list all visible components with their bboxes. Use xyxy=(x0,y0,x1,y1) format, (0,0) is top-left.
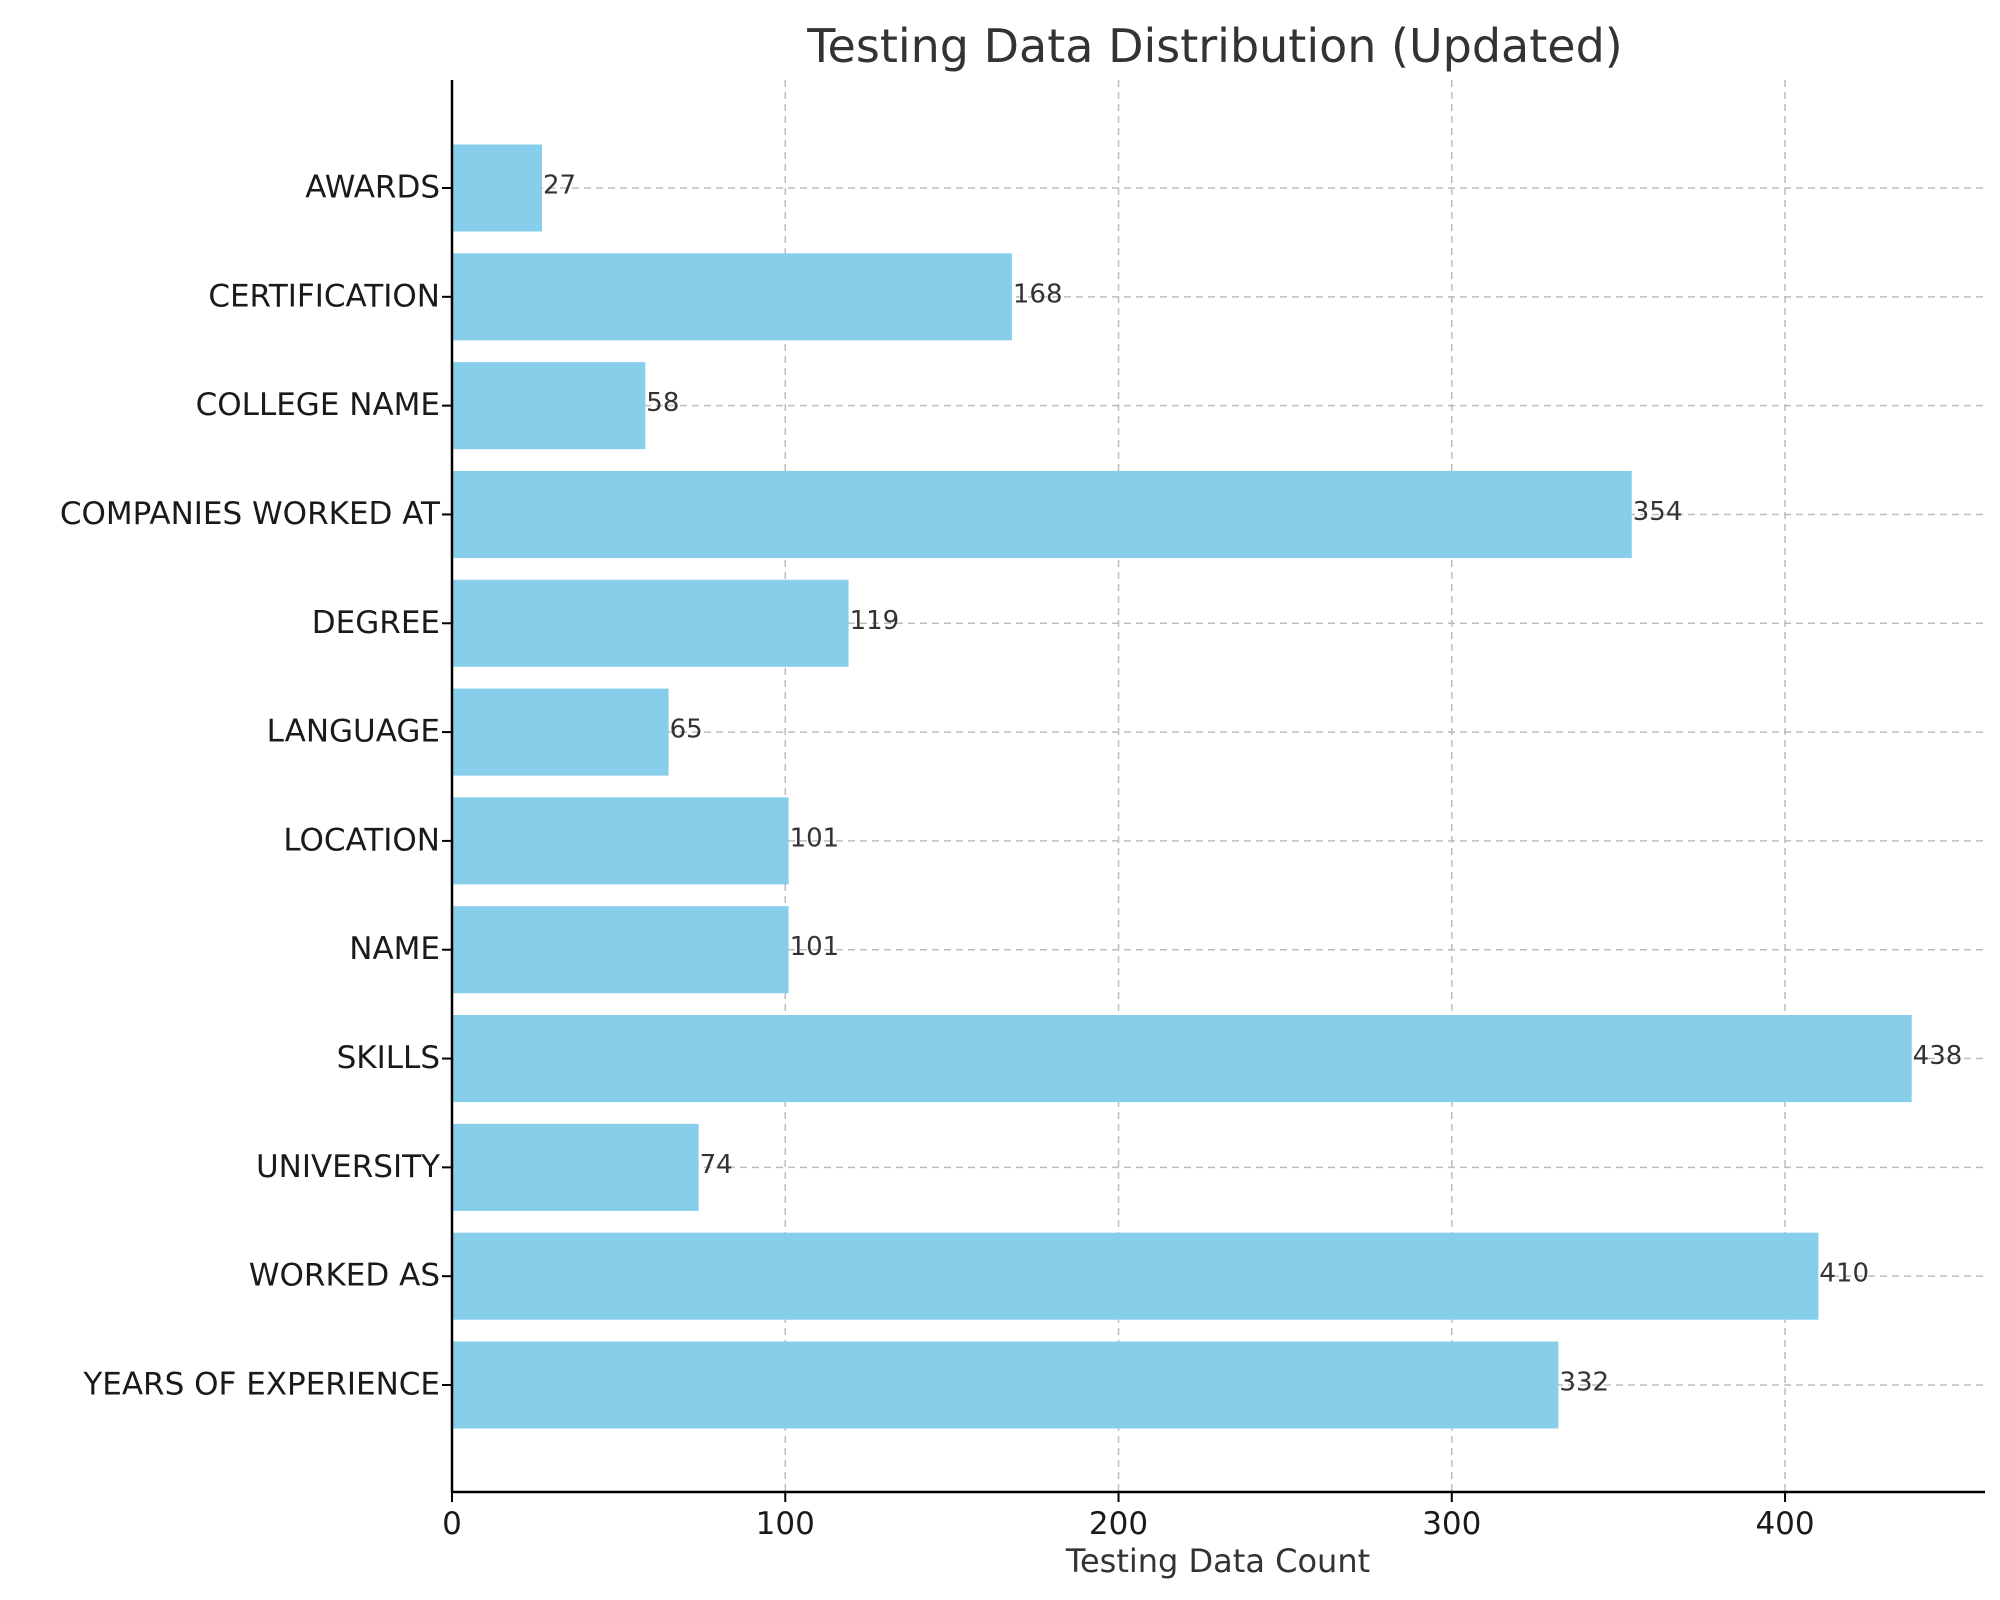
x-axis-label: Testing Data Count xyxy=(1065,1542,1370,1580)
bar-value-label: 65 xyxy=(670,715,703,745)
category-label: AWARDS xyxy=(305,170,440,206)
bar xyxy=(452,579,849,667)
bar xyxy=(452,1015,1912,1103)
bar xyxy=(452,253,1012,341)
x-tick-label: 100 xyxy=(756,1506,815,1542)
bar xyxy=(452,797,789,885)
bar-value-label: 58 xyxy=(646,388,679,418)
bar-value-label: 101 xyxy=(790,932,840,962)
bar-value-label: 101 xyxy=(790,823,840,853)
category-label: WORKED AS xyxy=(249,1258,440,1294)
bar-value-label: 410 xyxy=(1819,1259,1869,1289)
bar-value-label: 332 xyxy=(1559,1368,1609,1398)
bar-value-label: 168 xyxy=(1013,279,1063,309)
bar xyxy=(452,470,1632,558)
category-label: COLLEGE NAME xyxy=(196,387,440,423)
x-tick-label: 300 xyxy=(1422,1506,1481,1542)
category-label: DEGREE xyxy=(312,605,440,641)
bar-value-label: 354 xyxy=(1633,497,1683,527)
bar-value-label: 27 xyxy=(543,171,576,201)
category-label: LOCATION xyxy=(283,822,440,858)
category-labels: AWARDS CERTIFICATION COLLEGE NAME COMPANIES… xyxy=(60,170,452,1403)
bar xyxy=(452,688,669,776)
x-tick-label: 200 xyxy=(1089,1506,1148,1542)
bar xyxy=(452,362,646,450)
data-labels: 27 168 58 354 119 65 101 101 438 74 410 332 xyxy=(543,171,1962,1398)
bar xyxy=(452,906,789,994)
bar xyxy=(452,1232,1819,1320)
bar xyxy=(452,1123,699,1211)
x-tick-label: 400 xyxy=(1755,1506,1814,1542)
category-label: CERTIFICATION xyxy=(208,278,440,314)
chart-title: Testing Data Distribution (Updated) xyxy=(806,19,1622,73)
x-ticks: 0 100 200 300 400 xyxy=(442,1492,1815,1542)
x-tick-label: 0 xyxy=(442,1506,462,1542)
category-label: NAME xyxy=(349,931,440,967)
category-label: LANGUAGE xyxy=(267,714,440,750)
category-label: COMPANIES WORKED AT xyxy=(60,496,441,532)
bar xyxy=(452,1341,1559,1429)
bar-value-label: 74 xyxy=(700,1150,733,1180)
category-label: SKILLS xyxy=(337,1040,440,1076)
category-label: YEARS OF EXPERIENCE xyxy=(82,1367,440,1403)
category-label: UNIVERSITY xyxy=(256,1149,440,1185)
bar-value-label: 119 xyxy=(850,606,900,636)
bar xyxy=(452,144,542,232)
bar-value-label: 438 xyxy=(1913,1041,1963,1071)
bars xyxy=(452,144,1912,1429)
